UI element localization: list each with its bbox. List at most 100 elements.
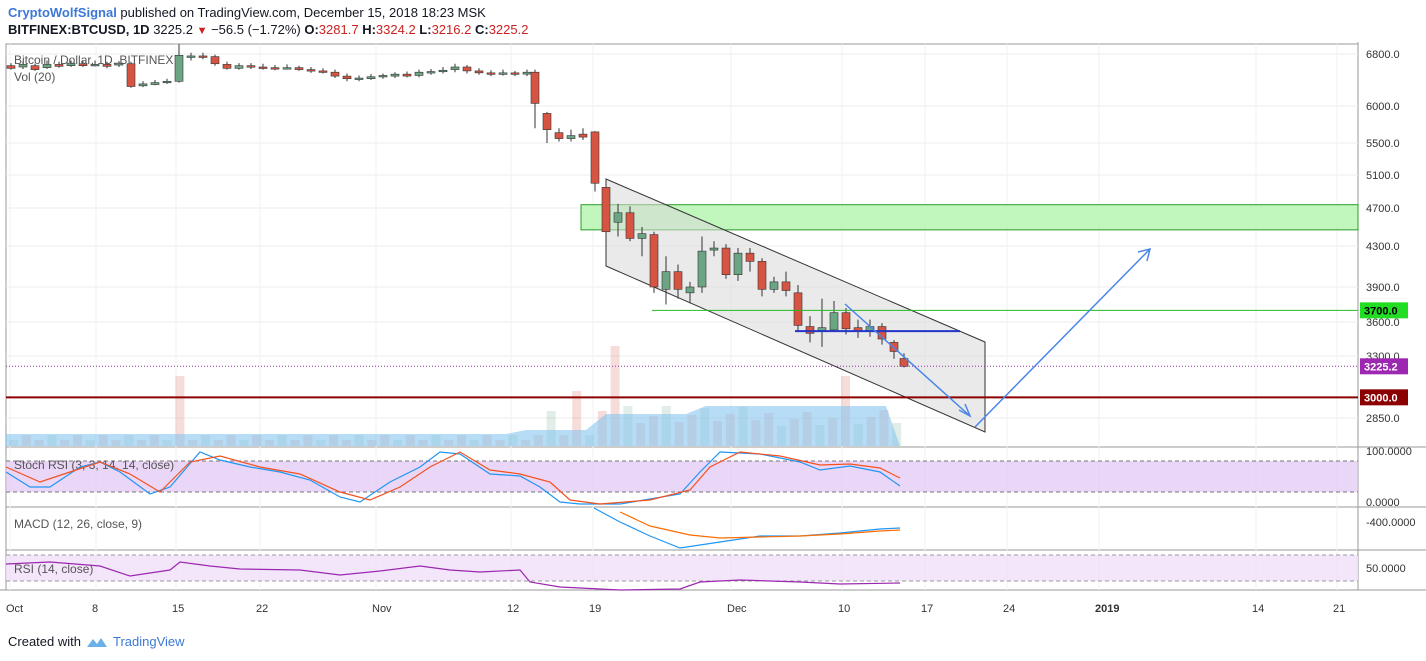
- price-axis-label: 6000.0: [1366, 101, 1400, 113]
- tradingview-link[interactable]: TradingView: [112, 634, 185, 649]
- time-axis-label: Dec: [727, 603, 747, 615]
- candle-body: [426, 71, 436, 74]
- rsi-axis-label: 50.0000: [1366, 563, 1406, 575]
- time-axis-label: 24: [1003, 603, 1015, 615]
- price-axis-label: 3900.0: [1366, 282, 1400, 294]
- open-label: O:: [304, 22, 319, 37]
- volume-bar: [610, 346, 620, 446]
- open-value: 3281.7: [318, 22, 359, 37]
- time-axis-label: 2019: [1095, 603, 1119, 615]
- candle-body: [306, 69, 316, 72]
- close-value: 3225.2: [488, 22, 529, 37]
- candle-body: [126, 63, 136, 87]
- price-axis-label: 4300.0: [1366, 241, 1400, 253]
- candle-body: [757, 261, 767, 290]
- plot-frame: [5, 43, 1359, 591]
- time-axis-label: 22: [256, 603, 268, 615]
- stoch-band: [6, 461, 1358, 492]
- down-arrow-icon: ▼: [196, 25, 208, 37]
- publish-line: CryptoWolfSignal published on TradingVie…: [8, 4, 528, 21]
- candle-body: [258, 66, 268, 69]
- candle-body: [198, 55, 208, 58]
- price-tag-current-bg: [1360, 358, 1408, 375]
- candle-body: [554, 132, 564, 139]
- candle-body: [438, 69, 448, 73]
- candle-body: [186, 55, 196, 58]
- candle-body: [318, 70, 328, 73]
- candle-body: [54, 64, 64, 67]
- footer: Created with TradingView: [8, 634, 185, 649]
- created-with-label: Created with: [8, 634, 81, 649]
- candle-body: [474, 70, 484, 74]
- price-axis-label: 5500.0: [1366, 138, 1400, 150]
- candle-body: [522, 71, 532, 75]
- time-axis-label: Oct: [6, 603, 23, 615]
- symbol-label: BITFINEX:BTCUSD, 1D: [8, 22, 150, 37]
- candle-body: [649, 234, 659, 288]
- candle-body: [578, 133, 588, 138]
- candle-body: [590, 131, 600, 184]
- candle-body: [78, 63, 88, 67]
- candle-body: [330, 71, 340, 77]
- candle-body: [6, 65, 16, 69]
- candle-body: [402, 73, 412, 77]
- stoch-legend: Stoch RSI (3, 3, 14, 14, close): [14, 458, 174, 472]
- candle-body: [282, 67, 292, 70]
- candle-body: [342, 75, 352, 79]
- time-axis-label: 10: [838, 603, 850, 615]
- candle-body: [450, 66, 460, 70]
- candle-body: [102, 64, 112, 67]
- rsi-line: [5, 561, 901, 591]
- price-axis-label: 6800.0: [1366, 49, 1400, 61]
- stoch-axis-0: 0.0000: [1366, 497, 1400, 509]
- price-tag-3000-bg: [1360, 389, 1408, 406]
- price-tag-3700-bg: [1360, 302, 1408, 319]
- candle-body: [114, 62, 124, 66]
- price-axis-label: 5100.0: [1366, 170, 1400, 182]
- chart-canvas[interactable]: 6800.0 6000.0 5500.0 5100.0 4700.0 4300.0 3900…: [0, 42, 1426, 622]
- candle-body: [414, 71, 424, 76]
- candle-body: [462, 66, 472, 72]
- high-label: H:: [362, 22, 376, 37]
- candle-body: [841, 312, 851, 330]
- stoch-d-line: [5, 451, 901, 505]
- price-axis-label: 4700.0: [1366, 203, 1400, 215]
- candle-body: [510, 72, 520, 75]
- time-axis-label: 14: [1252, 603, 1264, 615]
- candle-body: [613, 212, 623, 223]
- time-axis-label: 8: [92, 603, 98, 615]
- last-price: 3225.2: [153, 22, 193, 37]
- tradingview-logo-icon: [86, 637, 107, 647]
- projection-up-line: [974, 248, 1151, 428]
- candle-body: [793, 292, 803, 326]
- candle-body: [530, 71, 540, 104]
- rsi-band: [6, 555, 1358, 581]
- price-axis-label: 3600.0: [1366, 317, 1400, 329]
- projection-down-line: [844, 303, 971, 417]
- ohlc-line: BITFINEX:BTCUSD, 1D 3225.2 ▼ −56.5 (−1.7…: [8, 21, 528, 40]
- macd-line: [593, 507, 901, 549]
- candle-body: [66, 62, 76, 67]
- price-tag-3000: 3000.0: [1364, 392, 1398, 404]
- author-link[interactable]: CryptoWolfSignal: [8, 5, 117, 20]
- candle-body: [542, 113, 552, 130]
- candle-body: [30, 65, 40, 70]
- candle-body: [625, 212, 635, 239]
- candle-body: [294, 67, 304, 70]
- candle-body: [234, 65, 244, 69]
- macd-axis-label: -400.0000: [1366, 517, 1416, 529]
- arrow-down-icon: [958, 403, 972, 418]
- candle-body: [673, 271, 683, 290]
- candle-body: [246, 65, 256, 68]
- candle-body: [805, 326, 815, 334]
- candle-body: [270, 67, 280, 70]
- volume-bar: [546, 411, 556, 446]
- time-axis-label: 15: [172, 603, 184, 615]
- price-change: −56.5 (−1.72%): [211, 22, 301, 37]
- price-tag-current: 3225.2: [1364, 361, 1398, 373]
- candle-body: [566, 135, 576, 139]
- time-axis-label: 12: [507, 603, 519, 615]
- macd-legend: MACD (12, 26, close, 9): [14, 517, 142, 531]
- candle-body: [769, 281, 779, 290]
- stoch-axis-100: 100.0000: [1366, 446, 1412, 458]
